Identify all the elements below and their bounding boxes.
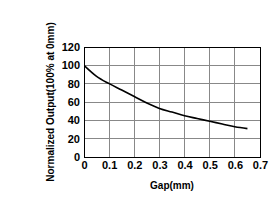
y-axis-title: Normalized Output(100% at 0mm) — [45, 22, 56, 181]
y-tick-label: 60 — [68, 96, 80, 108]
x-axis: 0 0.1 0.2 0.3 0.4 0.5 0.6 0.7 — [81, 157, 268, 171]
x-tick: 0.5 — [203, 157, 218, 171]
y-tick: 120 — [62, 41, 84, 53]
y-tick-label: 20 — [68, 133, 80, 145]
y-tick-label: 100 — [62, 59, 80, 71]
x-tick-label: 0.5 — [203, 159, 218, 171]
x-axis-title: Gap(mm) — [150, 180, 194, 191]
y-grid-line — [84, 102, 260, 103]
y-grid-line — [84, 120, 260, 121]
y-tick-label: 120 — [62, 41, 80, 53]
x-tick-label: 0.4 — [177, 159, 193, 171]
y-tick: 80 — [68, 78, 84, 90]
y-grid-line — [84, 65, 260, 66]
chart: 0 0.1 0.2 0.3 0.4 0.5 0.6 0.7 0 20 40 60 80 100 120 Gap… — [0, 0, 280, 224]
y-tick: 0 — [74, 151, 84, 163]
x-tick-label: 0.7 — [253, 159, 268, 171]
y-tick-label: 80 — [68, 78, 80, 90]
x-tick-label: 0 — [81, 159, 87, 171]
y-tick: 40 — [68, 114, 84, 126]
x-tick: 0 — [81, 157, 87, 171]
x-tick: 0.1 — [102, 157, 117, 171]
x-tick: 0.3 — [152, 157, 167, 171]
x-tick-label: 0.2 — [127, 159, 142, 171]
y-tick-label: 40 — [68, 114, 80, 126]
x-tick: 0.4 — [177, 157, 193, 171]
x-tick-label: 0.3 — [152, 159, 167, 171]
y-tick: 60 — [68, 96, 84, 108]
x-tick: 0.7 — [253, 157, 268, 171]
data-line — [84, 65, 247, 128]
marks — [84, 65, 247, 128]
x-tick-label: 0.1 — [102, 159, 117, 171]
y-tick: 20 — [68, 133, 84, 145]
x-tick-label: 0.6 — [228, 159, 243, 171]
plot: 0 0.1 0.2 0.3 0.4 0.5 0.6 0.7 0 20 40 60 80 100 120 — [62, 41, 269, 171]
x-tick: 0.2 — [127, 157, 142, 171]
plot-frame — [84, 47, 260, 157]
y-tick: 100 — [62, 59, 84, 71]
y-axis: 0 20 40 60 80 100 120 — [62, 41, 85, 163]
grid — [84, 47, 260, 157]
y-grid-line — [84, 138, 260, 139]
x-tick: 0.6 — [228, 157, 243, 171]
y-tick-label: 0 — [74, 151, 80, 163]
